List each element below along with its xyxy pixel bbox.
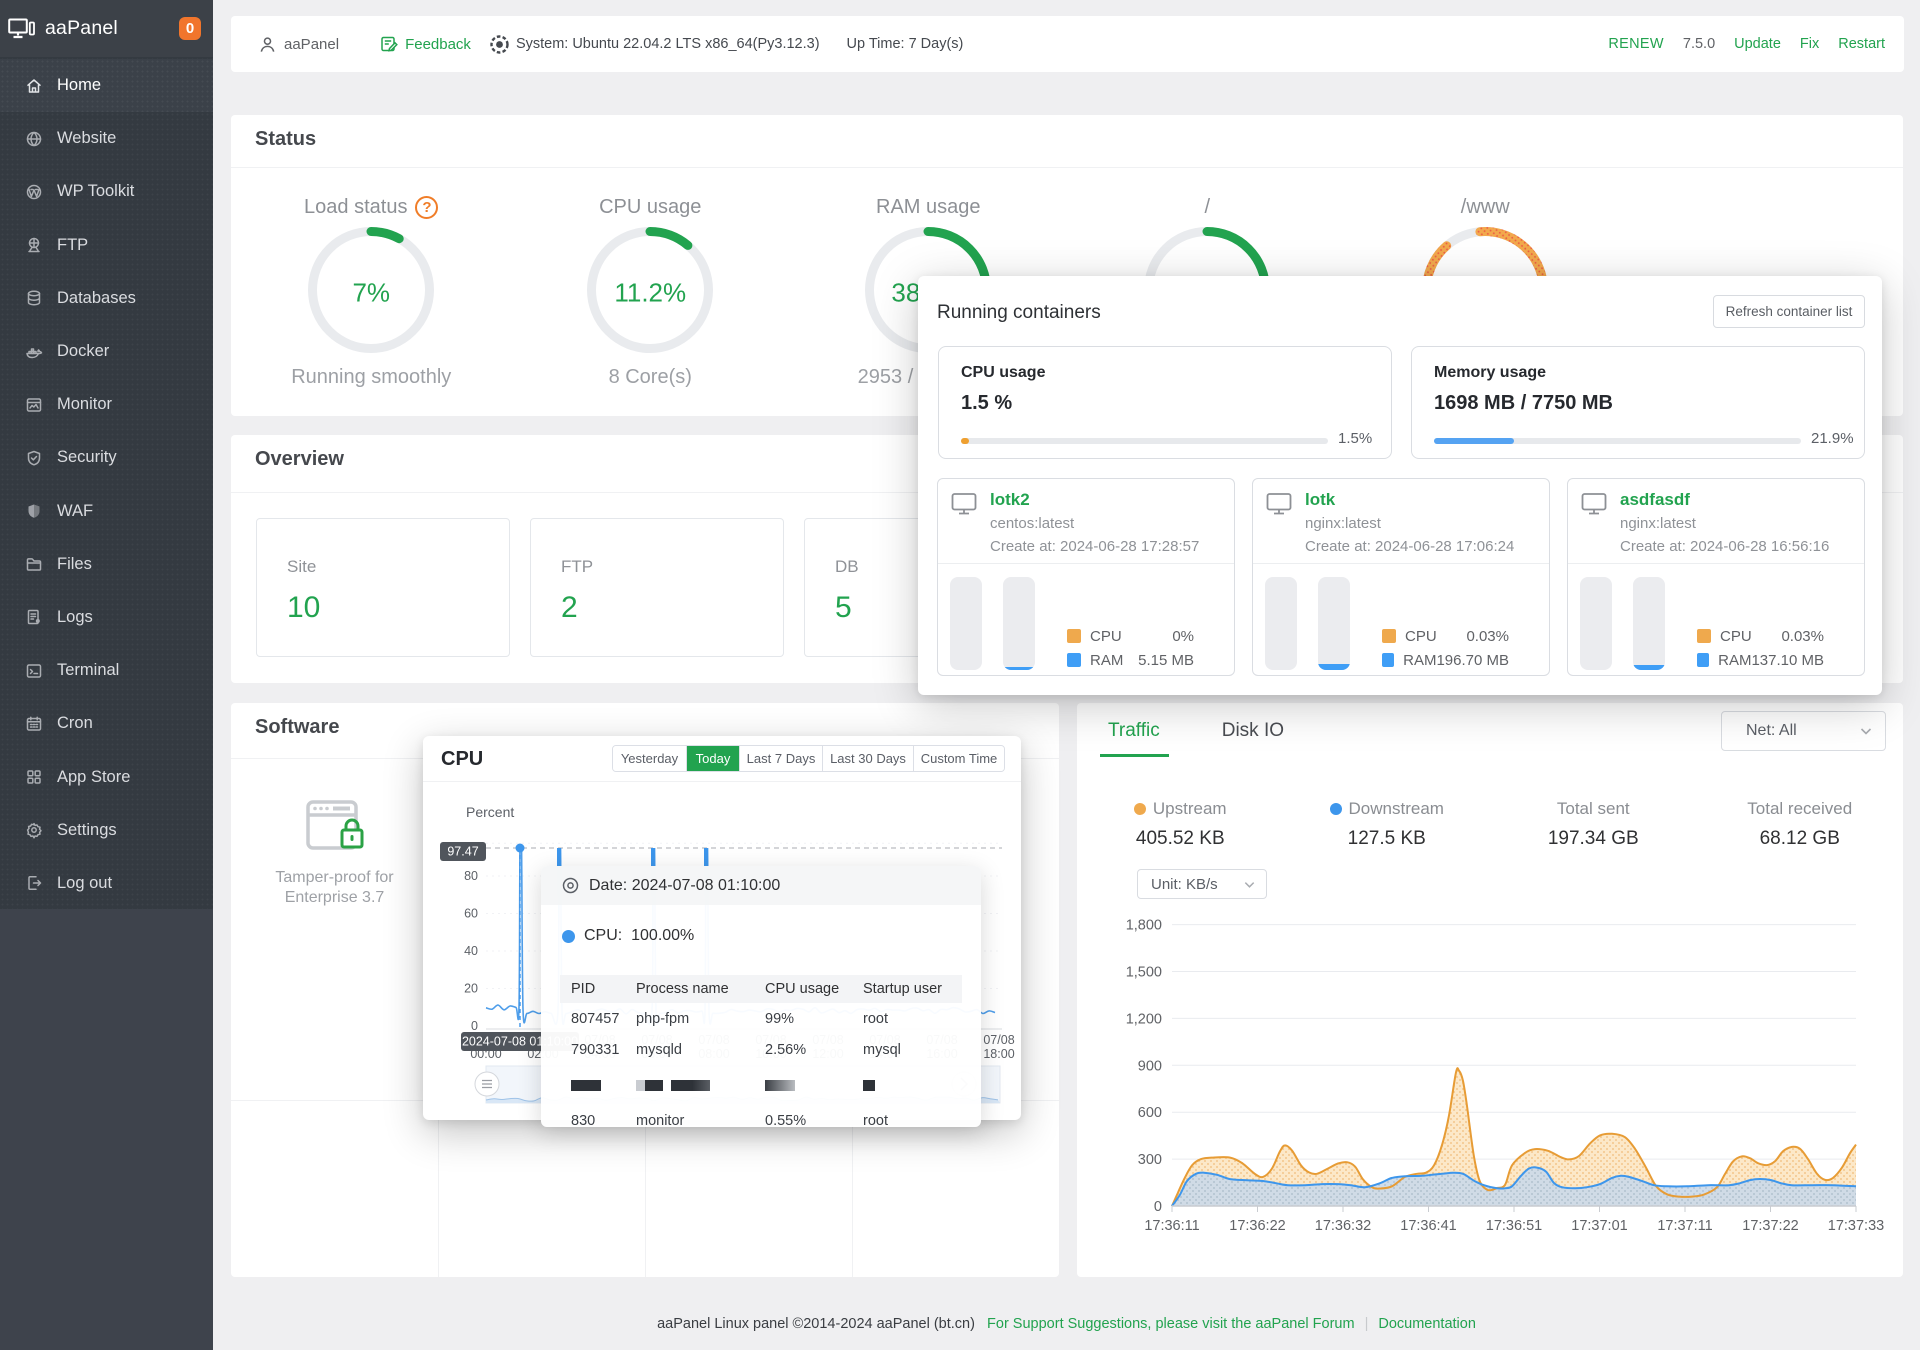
- svg-text:40: 40: [464, 944, 478, 958]
- svg-text:18:00: 18:00: [983, 1047, 1014, 1061]
- svg-text:1,500: 1,500: [1126, 965, 1162, 981]
- svg-text:0: 0: [1154, 1199, 1162, 1215]
- svg-text:17:36:32: 17:36:32: [1315, 1218, 1371, 1234]
- svg-text:60: 60: [464, 907, 478, 921]
- svg-text:17:36:11: 17:36:11: [1144, 1218, 1199, 1234]
- svg-text:300: 300: [1138, 1152, 1162, 1168]
- svg-text:17:36:22: 17:36:22: [1229, 1218, 1285, 1234]
- svg-text:17:37:33: 17:37:33: [1828, 1218, 1884, 1234]
- svg-text:07/08: 07/08: [983, 1033, 1014, 1047]
- svg-text:80: 80: [464, 869, 478, 883]
- svg-text:17:36:51: 17:36:51: [1486, 1218, 1542, 1234]
- svg-text:1,200: 1,200: [1126, 1011, 1162, 1027]
- svg-text:17:37:22: 17:37:22: [1742, 1218, 1798, 1234]
- svg-text:17:37:11: 17:37:11: [1657, 1218, 1712, 1234]
- svg-text:17:36:41: 17:36:41: [1400, 1218, 1456, 1234]
- svg-text:97.47: 97.47: [447, 845, 478, 859]
- svg-text:17:37:01: 17:37:01: [1571, 1218, 1627, 1234]
- svg-text:900: 900: [1138, 1058, 1162, 1074]
- svg-text:20: 20: [464, 982, 478, 996]
- svg-text:600: 600: [1138, 1105, 1162, 1121]
- svg-text:1,800: 1,800: [1126, 918, 1162, 934]
- svg-text:0: 0: [471, 1019, 478, 1033]
